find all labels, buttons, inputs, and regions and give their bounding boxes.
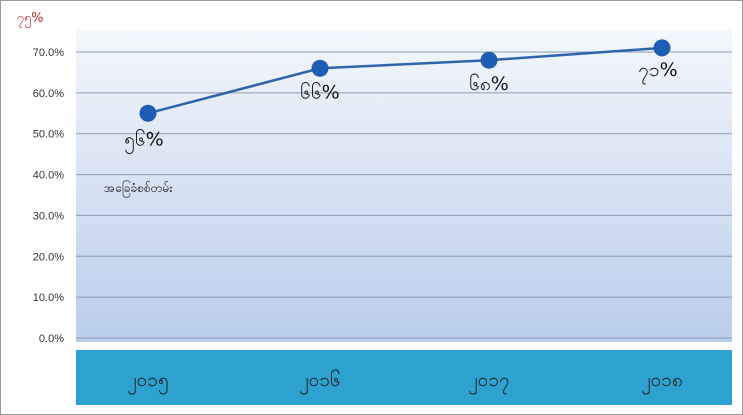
data-label: ၇၁% <box>638 59 677 85</box>
y-tick-label: 20.0% <box>33 251 64 263</box>
category-band <box>76 350 732 405</box>
baseline-annotation: အခြေခံစစ်တမ်း <box>104 179 172 198</box>
data-label: ၆၆% <box>300 80 339 103</box>
data-point <box>480 51 498 69</box>
series-markers <box>139 39 671 122</box>
y-tick-label: 40.0% <box>33 170 64 182</box>
x-tick-label: ၂၀၁၆ <box>299 368 340 395</box>
x-tick-label: ၂၀၁၇ <box>468 369 509 395</box>
y-tick-label: 60.0% <box>33 88 64 100</box>
top-label: ၇၅% <box>17 11 44 28</box>
y-tick-label: 30.0% <box>33 210 64 222</box>
y-tick-label: 70.0% <box>33 47 64 59</box>
y-axis-ticks: 0.0% 10.0% 20.0% 30.0% 40.0% 50.0% 60.0% 70.0% <box>33 47 64 345</box>
y-tick-label: 50.0% <box>33 129 64 141</box>
x-tick-label: ၂၀၁၅ <box>127 369 168 395</box>
x-tick-label: ၂၀၁၈ <box>641 369 683 395</box>
series-line <box>147 46 663 115</box>
data-labels: ၅၆% ၆၆% ၆၈% ၇၁% <box>124 59 677 154</box>
data-label: ၆၈% <box>469 72 509 95</box>
data-point <box>653 39 671 57</box>
data-label: ၅၆% <box>124 127 163 154</box>
y-tick-label: 10.0% <box>33 292 64 304</box>
y-tick-label: 0.0% <box>39 333 64 345</box>
plot-area <box>76 30 732 342</box>
data-point <box>139 104 157 122</box>
data-point <box>311 59 329 77</box>
x-axis-labels: ၂၀၁၅ ၂၀၁၆ ၂၀၁၇ ၂၀၁၈ <box>127 368 682 395</box>
gridlines <box>76 51 732 339</box>
